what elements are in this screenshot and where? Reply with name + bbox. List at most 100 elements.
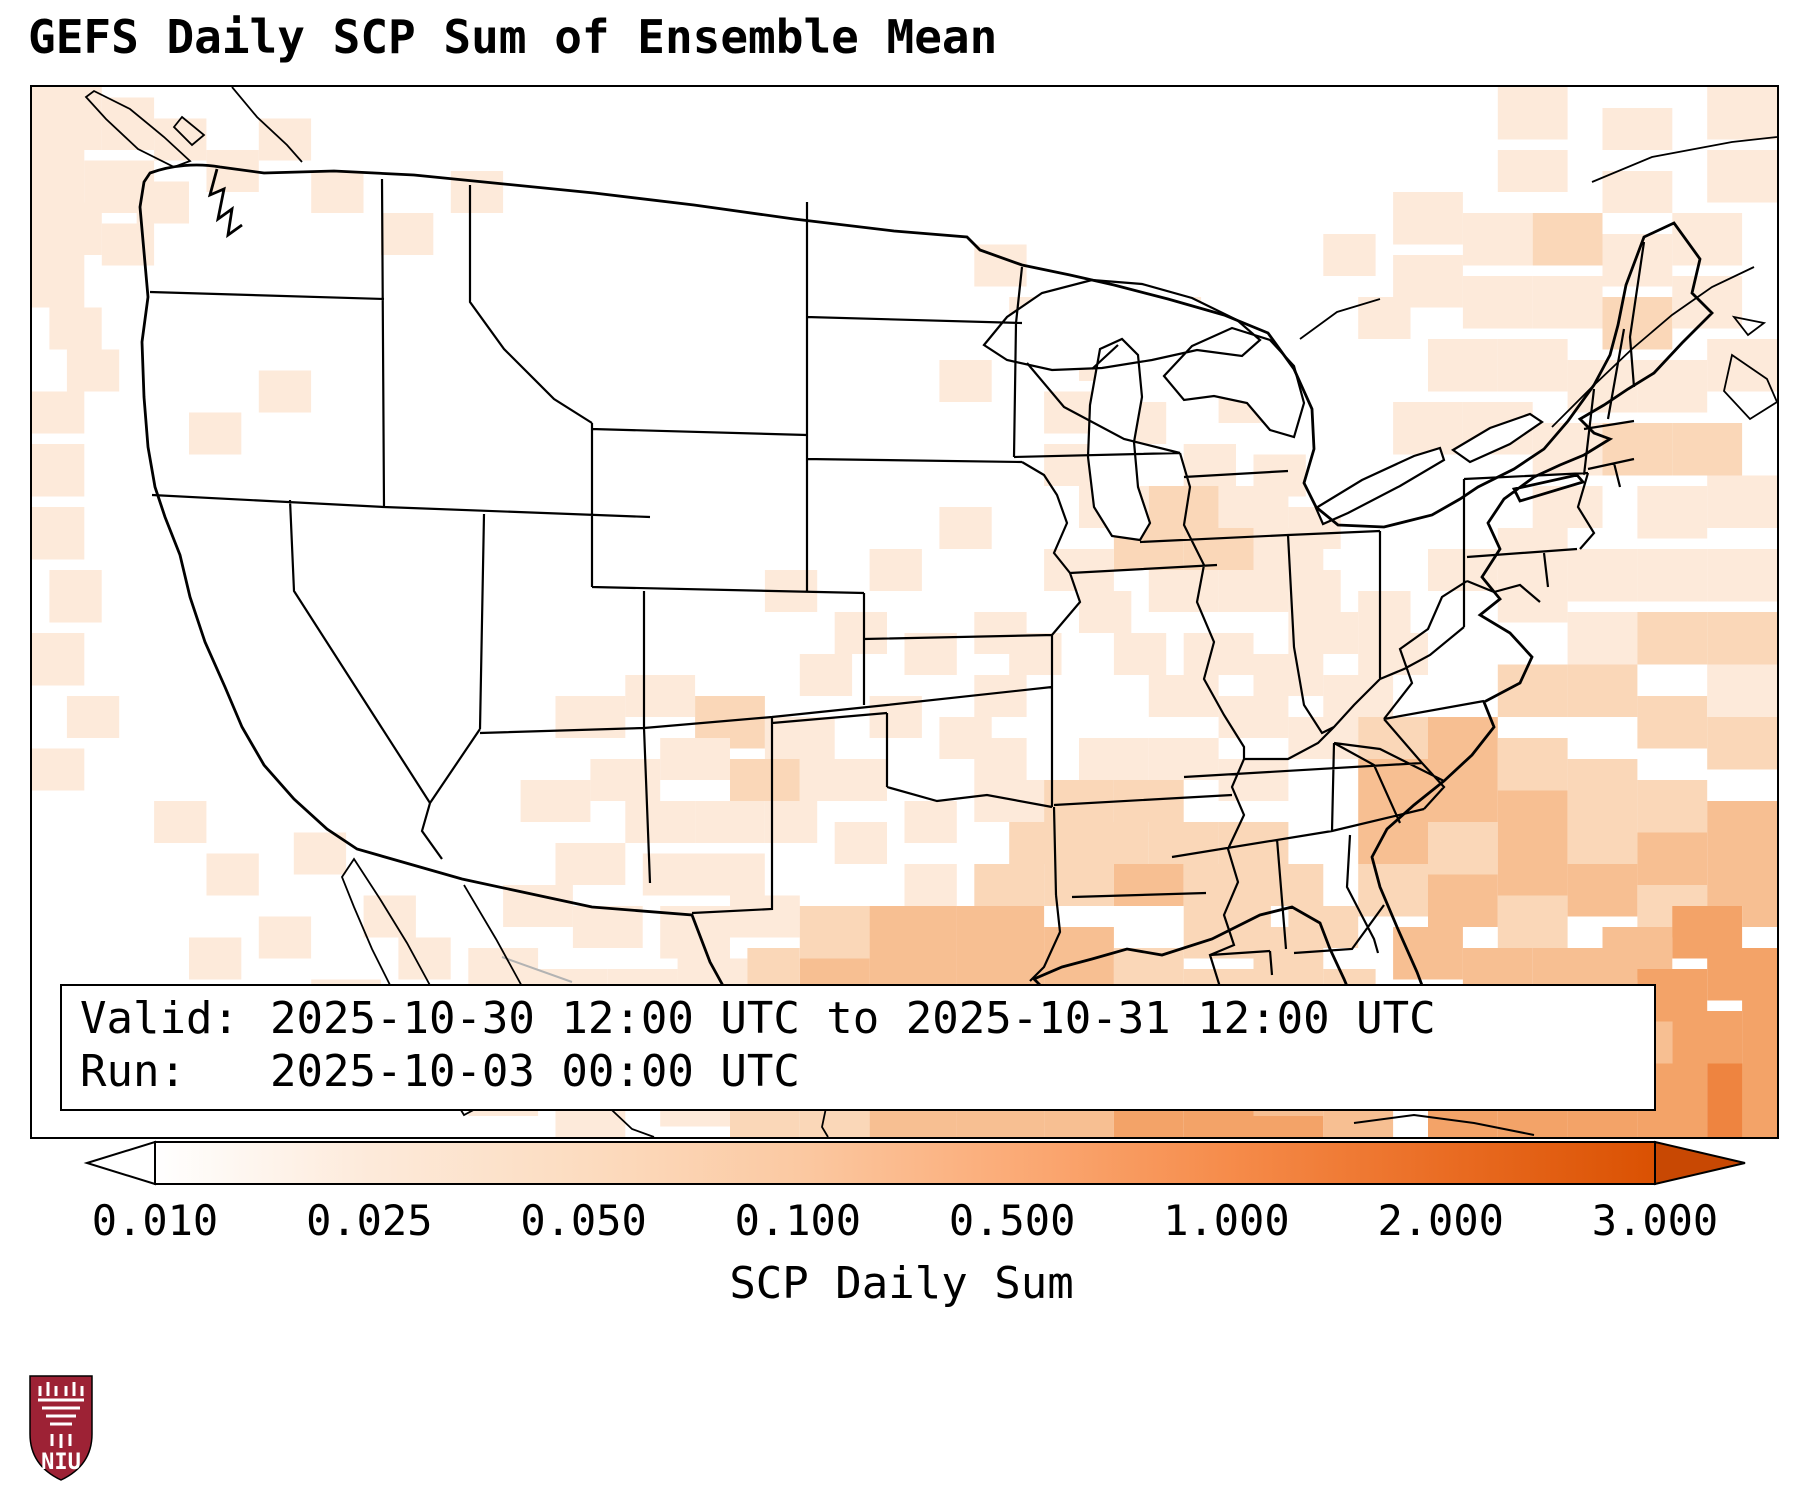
heat-cell: [1393, 192, 1463, 245]
heat-cell: [1742, 979, 1777, 1032]
heat-cell: [49, 570, 102, 623]
heat-cell: [590, 759, 661, 801]
heat-cell: [1707, 475, 1777, 528]
heat-cell: [66, 349, 120, 392]
heat-cell: [1079, 822, 1149, 864]
heat-cell: [1497, 664, 1568, 717]
heat-cell: [799, 906, 870, 959]
heat-cell: [1532, 213, 1603, 266]
heat-cell: [1742, 1032, 1777, 1137]
heat-cell: [1532, 276, 1603, 329]
colorbar-tick: 0.500: [948, 1196, 1076, 1245]
heat-cell: [1253, 1116, 1324, 1137]
run-row: Run: 2025-10-03 00:00 UTC: [80, 1045, 1636, 1099]
heat-cell: [764, 801, 818, 843]
colorbar-tick: 0.010: [91, 1196, 219, 1245]
niu-shield: [29, 1375, 93, 1481]
colorbar-tick: 2.000: [1377, 1196, 1504, 1245]
heat-cell: [555, 696, 626, 738]
heat-cell: [1253, 654, 1324, 696]
heat-cell: [1428, 822, 1498, 875]
heat-cell: [311, 171, 364, 213]
heat-cell: [1253, 454, 1306, 497]
heat-cell: [1218, 696, 1289, 738]
colorbar-tick: 3.000: [1591, 1196, 1719, 1245]
heat-cell: [32, 255, 85, 308]
heat-cell: [1044, 780, 1114, 822]
heat-cell: [1602, 171, 1673, 213]
heat-cell: [939, 360, 992, 402]
heat-cell: [1567, 549, 1638, 602]
validity-info-box: Valid: 2025-10-30 12:00 UTC to 2025-10-3…: [60, 983, 1656, 1111]
run-value: 2025-10-03 00:00 UTC: [270, 1046, 800, 1098]
heat-cell: [1288, 612, 1359, 654]
heat-cell: [974, 738, 1027, 780]
heat-cell: [1602, 108, 1673, 150]
heat-cell: [1707, 549, 1777, 602]
heat-cell: [503, 885, 573, 927]
heat-cell: [1113, 864, 1184, 906]
heat-cell: [1009, 822, 1079, 864]
heat-cell: [1113, 633, 1167, 675]
heat-cell: [904, 801, 957, 843]
heat-cell: [32, 202, 102, 255]
heat-cell: [1148, 675, 1219, 717]
heat-cell: [712, 853, 765, 896]
heat-cell: [1532, 486, 1603, 528]
heat-cell: [974, 864, 1045, 906]
great-lakes: [982, 278, 1544, 542]
colorbar-under-arrow: [83, 1140, 156, 1186]
heat-cell: [258, 916, 312, 959]
heat-cell: [1079, 591, 1132, 633]
heat-cell: [730, 895, 800, 938]
heat-cell: [1288, 570, 1341, 612]
heat-cell: [1044, 391, 1097, 434]
heat-cell: [834, 822, 887, 864]
heat-cell: [904, 864, 957, 906]
heat-cell: [834, 759, 887, 801]
heat-cell: [1567, 759, 1638, 812]
heat-cell: [1358, 297, 1411, 339]
heat-cell: [1497, 87, 1568, 140]
heat-cell: [1428, 717, 1498, 770]
heat-cell: [1567, 811, 1638, 864]
heat-cell: [799, 654, 853, 696]
colorbar-gradient-bar: [154, 1141, 1656, 1185]
heat-cell: [764, 717, 835, 759]
heat-cell: [939, 507, 992, 549]
heat-cell: [1567, 664, 1638, 717]
valid-value: 2025-10-30 12:00 UTC to 2025-10-31 12:00…: [270, 992, 1436, 1044]
heat-cell: [136, 181, 189, 224]
heat-cell: [572, 906, 643, 948]
heat-cell: [1742, 874, 1777, 927]
heat-layer: [32, 87, 1777, 1137]
heat-cell: [1497, 895, 1568, 948]
map-canvas: [32, 87, 1777, 1137]
colorbar-over-arrow: [1654, 1140, 1746, 1186]
heat-cell: [660, 738, 730, 780]
heat-cell: [1707, 150, 1777, 203]
us-outline: [138, 163, 1714, 1106]
heat-cell: [1602, 234, 1673, 287]
heat-cell: [1323, 234, 1376, 276]
heat-cell: [1148, 738, 1219, 780]
heat-cell: [1358, 864, 1428, 917]
heat-cell: [1707, 339, 1777, 392]
colorbar-label: SCP Daily Sum: [729, 1258, 1074, 1309]
heat-cell: [869, 549, 922, 591]
heat-cell: [450, 171, 504, 213]
heat-cell: [904, 633, 957, 675]
heat-cell: [1707, 87, 1777, 140]
heat-cell: [555, 843, 626, 885]
heat-cell: [1637, 360, 1708, 413]
heat-cell: [747, 948, 800, 990]
heat-cell: [1567, 864, 1638, 917]
heat-cell: [398, 937, 451, 980]
heat-cell: [1148, 822, 1219, 864]
heat-cell: [625, 675, 696, 717]
valid-row: Valid: 2025-10-30 12:00 UTC to 2025-10-3…: [80, 992, 1636, 1046]
heat-cell: [258, 370, 312, 413]
heat-cell: [206, 853, 259, 896]
heat-cell: [32, 507, 85, 560]
heat-cell: [258, 118, 312, 161]
